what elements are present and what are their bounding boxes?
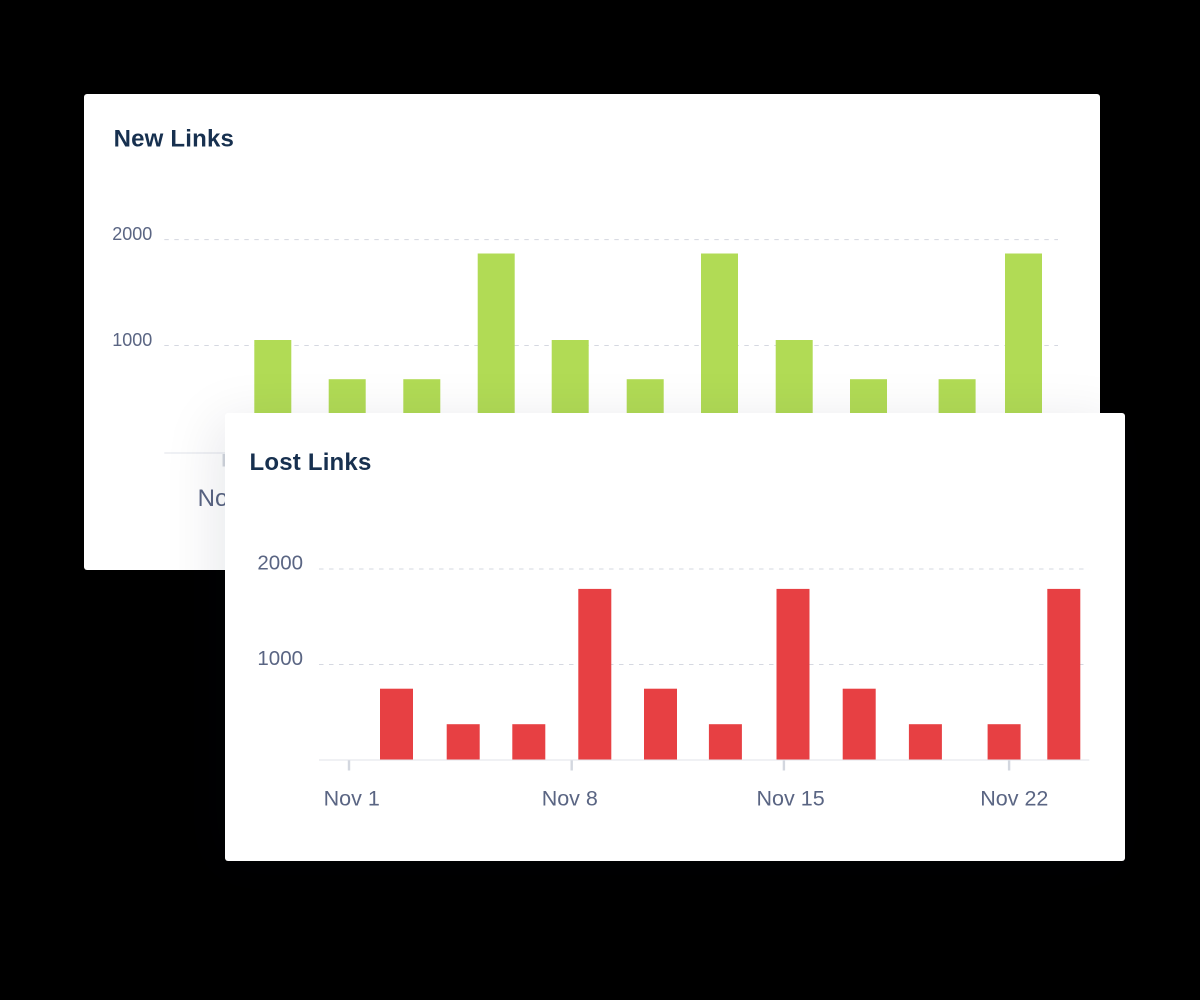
svg-text:Nov 1: Nov 1 [324, 786, 380, 810]
svg-text:Lost Links: Lost Links [250, 449, 372, 476]
svg-text:New Links: New Links [114, 125, 235, 152]
svg-text:2000: 2000 [112, 224, 152, 244]
svg-text:1000: 1000 [112, 330, 152, 350]
svg-text:Nov 8: Nov 8 [542, 786, 598, 810]
svg-text:2000: 2000 [257, 551, 303, 574]
svg-text:1000: 1000 [257, 647, 303, 670]
svg-text:Nov 22: Nov 22 [980, 786, 1048, 810]
svg-text:Nov 15: Nov 15 [757, 786, 825, 810]
